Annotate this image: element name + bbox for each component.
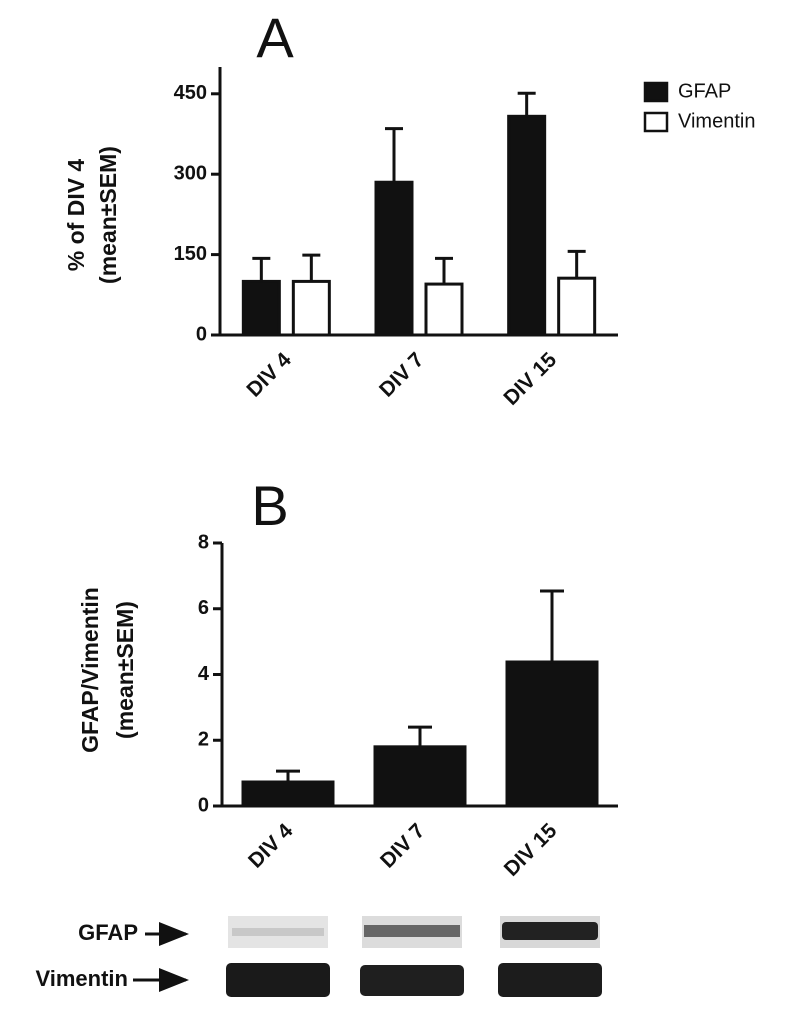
x-tick-label: DIV 15	[499, 348, 561, 410]
bar	[507, 114, 547, 337]
panel-title: A	[256, 6, 294, 69]
y-axis-label: (mean±SEM)	[112, 601, 138, 739]
y-tick-label: 0	[196, 323, 207, 345]
bar	[373, 745, 467, 808]
y-tick-label: 2	[198, 729, 209, 751]
band	[502, 922, 598, 940]
error-bar	[252, 256, 271, 282]
blot-label: GFAP	[78, 920, 138, 945]
legend-swatch	[643, 81, 669, 103]
panel-title: B	[251, 474, 288, 537]
x-tick-label: DIV 4	[242, 348, 296, 402]
error-bar	[435, 256, 453, 285]
y-tick-label: 300	[174, 162, 207, 184]
error-bar	[385, 127, 403, 183]
y-tick-label: 0	[198, 794, 209, 816]
band	[226, 963, 330, 997]
western-blot: GFAP Vimentin	[35, 916, 602, 997]
y-tick-label: 6	[198, 597, 209, 619]
bar	[424, 282, 464, 337]
bar	[291, 279, 331, 337]
band	[364, 925, 460, 937]
bar	[374, 180, 414, 337]
y-tick-label: 150	[174, 243, 207, 265]
error-bar	[567, 249, 586, 279]
band	[232, 928, 324, 936]
y-tick-label: 8	[198, 531, 209, 553]
error-bar	[517, 91, 536, 117]
x-tick-label: DIV 7	[375, 348, 428, 401]
legend-swatch	[643, 111, 669, 133]
y-axis-label: GFAP/Vimentin	[77, 587, 103, 753]
legend-label: GFAP	[678, 80, 731, 102]
band	[360, 965, 464, 996]
y-axis-label: (mean±SEM)	[95, 146, 121, 284]
blot-label: Vimentin	[35, 966, 128, 991]
bar	[557, 276, 597, 337]
error-bar	[540, 589, 564, 663]
error-bar	[276, 769, 300, 783]
band	[498, 963, 602, 997]
bar	[241, 279, 281, 337]
error-bar	[302, 253, 321, 282]
x-tick-label: DIV 15	[500, 819, 562, 881]
x-tick-label: DIV 7	[376, 819, 429, 872]
error-bar	[408, 725, 432, 747]
y-axis-label: % of DIV 4	[63, 159, 89, 272]
x-tick-label: DIV 4	[244, 819, 298, 873]
legend-label: Vimentin	[678, 110, 755, 132]
y-tick-label: 450	[174, 82, 207, 104]
bar	[505, 660, 599, 808]
y-tick-label: 4	[198, 663, 210, 685]
bar	[241, 780, 335, 808]
